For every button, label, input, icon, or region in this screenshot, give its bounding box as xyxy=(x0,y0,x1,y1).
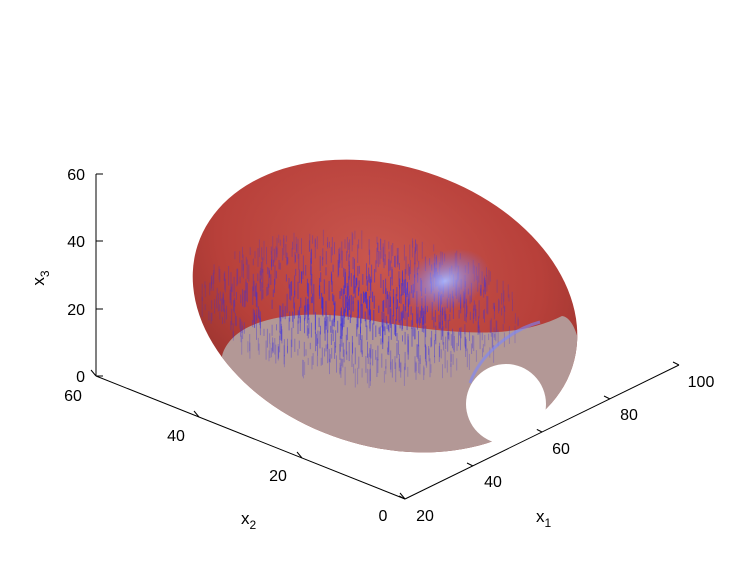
x3-tick-label: 60 xyxy=(67,167,85,184)
x2-tick-label: 60 xyxy=(64,388,82,405)
x3-tick-label: 20 xyxy=(67,302,85,319)
tick-mark xyxy=(296,451,303,459)
tick-mark xyxy=(90,369,97,377)
tick-mark xyxy=(398,495,406,500)
x2-tick-label: 40 xyxy=(167,428,185,445)
x3-axis-label: x3 xyxy=(29,270,52,286)
x1-tick-label: 20 xyxy=(416,508,434,525)
x1-tick-label: 100 xyxy=(688,374,715,391)
ellipsoid-opening xyxy=(466,364,546,444)
x1-axis-label: x1 xyxy=(536,507,552,530)
tick-mark xyxy=(603,395,611,400)
x1-tick-label: 40 xyxy=(484,474,502,491)
x3-tick-label: 40 xyxy=(67,234,85,251)
tick-mark xyxy=(193,410,200,418)
point-cloud xyxy=(201,229,519,389)
opening-rim xyxy=(468,320,541,384)
axis-ticks xyxy=(90,173,680,500)
x3-tick-label: 0 xyxy=(76,369,85,386)
tick-labels: 60 40 20 0 60 40 20 0 20 40 60 80 100 xyxy=(64,167,714,525)
x2-axis-label: x2 xyxy=(241,509,257,532)
tick-mark xyxy=(535,428,543,433)
x2-tick-label: 0 xyxy=(379,508,388,525)
tick-mark xyxy=(399,492,406,500)
x2-axis-line xyxy=(95,375,406,500)
x1-tick-label: 60 xyxy=(552,441,570,458)
tick-mark xyxy=(672,361,680,366)
x2-tick-label: 20 xyxy=(269,468,287,485)
x1-tick-label: 80 xyxy=(620,407,638,424)
density-highlight xyxy=(400,248,490,314)
tick-mark xyxy=(466,462,474,467)
axis-labels: x3 x2 x1 xyxy=(29,270,552,532)
